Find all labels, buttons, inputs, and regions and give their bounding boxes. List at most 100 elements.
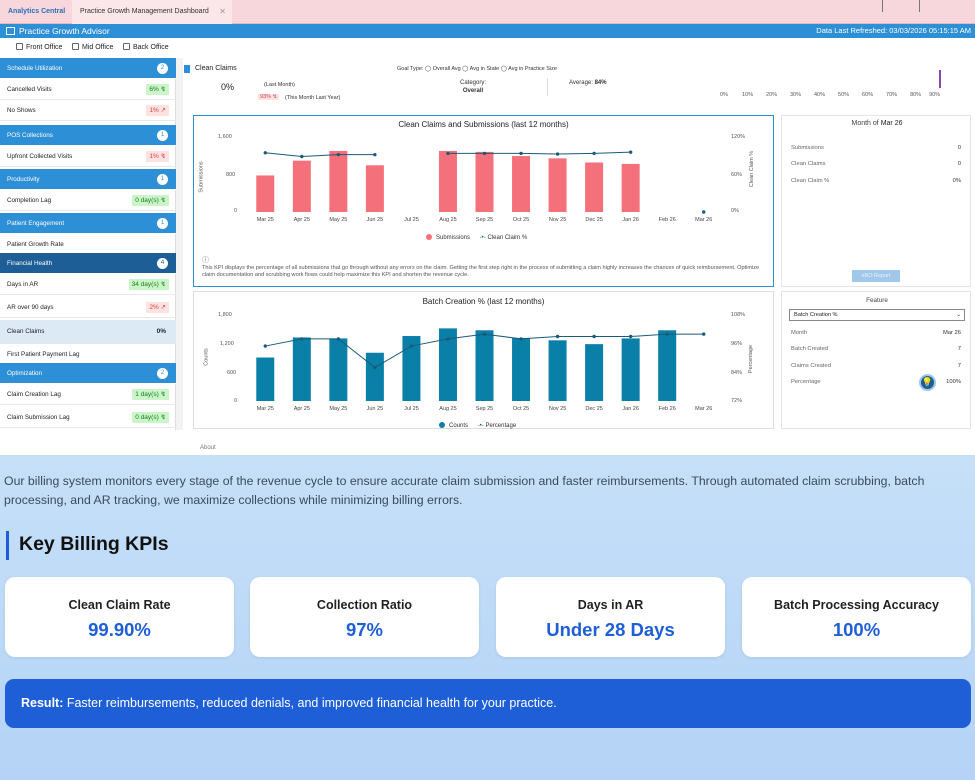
office-filter-bar: Front Office Mid Office Back Office [0, 38, 975, 58]
y2-axis-label: Clean Claim % [749, 150, 756, 188]
checkbox-icon[interactable] [16, 43, 23, 50]
sidebar-item-claim-submission-lag[interactable]: Claim Submission Lag 0 day(s) ↯ [0, 407, 176, 428]
kpi-value-badge: 1 day(s) ↯ [132, 389, 169, 400]
goal-option-overall-avg[interactable]: ◯ Overall Avg [425, 66, 461, 72]
sidebar-section-financial-health[interactable]: Financial Health 4 [0, 253, 176, 274]
checkbox-icon[interactable] [72, 43, 79, 50]
sidebar-section-pos-collections[interactable]: POS Collections 1 [0, 125, 176, 146]
legend-label: Submissions [436, 235, 471, 241]
chart-title: Clean Claims and Submissions (last 12 mo… [398, 120, 569, 129]
sidebar-item-claim-creation-lag[interactable]: Claim Creation Lag 1 day(s) ↯ [0, 384, 176, 405]
count-badge: 1 [157, 218, 168, 229]
sidebar-item-upfront-collected-visits[interactable]: Upfront Collected Visits 1% ↯ [0, 146, 176, 167]
sidebar-item-completion-lag[interactable]: Completion Lag 0 day(s) ↯ [0, 190, 176, 211]
key-kpis-heading: Key Billing KPIs [19, 533, 169, 555]
sidebar-item-cancelled-visits[interactable]: Cancelled Visits 6% ↯ [0, 79, 176, 100]
y-tick: 1,200 [220, 341, 234, 347]
category-value: Overall [462, 88, 484, 94]
legend-item-counts[interactable]: Counts [439, 422, 468, 429]
ebo-report-button[interactable]: eBO Report [852, 270, 900, 282]
legend-item-clean-claim-pct[interactable]: -•- Clean Claim % [480, 235, 527, 241]
close-icon[interactable]: ✕ [219, 7, 226, 16]
detail-label: Claims Created [791, 363, 831, 369]
line-legend-icon: -•- [479, 235, 486, 241]
sidebar-item-no-shows[interactable]: No Shows 1% ↗ [0, 100, 176, 121]
scale-tick: 70% [886, 92, 898, 98]
sidebar-item-ar-over-90-days[interactable]: AR over 90 days 2% ↗ [0, 297, 176, 318]
y-tick: 600 [227, 370, 237, 376]
bar [658, 330, 677, 401]
count-badge: 4 [157, 258, 168, 269]
dashboard-logo-icon [6, 27, 15, 35]
section-title: Schedule Utilization [7, 65, 63, 72]
collapse-toggle-icon[interactable] [184, 65, 190, 73]
feature-detail-panel: Feature Batch Creation % ⌄ Month Mar 26 B… [781, 291, 971, 429]
filter-mid-office[interactable]: Mid Office [72, 38, 113, 58]
sidebar-section-patient-engagement[interactable]: Patient Engagement 1 [0, 213, 176, 234]
y-tick: 800 [226, 172, 236, 178]
goal-option-avg-practice-size[interactable]: ◯ Avg in Practice Size [500, 66, 557, 72]
bar [585, 162, 604, 212]
filter-front-office[interactable]: Front Office [16, 38, 62, 58]
lightbulb-icon[interactable]: 💡 [919, 374, 936, 391]
x-tick-label: Sep 25 [476, 217, 493, 223]
goal-type-row: Goal Type: ◯ Overall Avg ◯ Avg in State … [397, 66, 557, 72]
goal-option-avg-in-state[interactable]: ◯ Avg in State [462, 66, 500, 72]
sidebar-item-patient-growth-rate[interactable]: Patient Growth Rate [0, 234, 176, 255]
sidebar-item-days-in-ar[interactable]: Days in AR 34 day(s) ↯ [0, 274, 176, 295]
info-icon[interactable]: ⓘ [202, 257, 209, 264]
x-tick-label: Apr 25 [294, 217, 310, 223]
collapse-gutter [176, 58, 183, 430]
x-tick-label: Feb 26 [659, 217, 676, 223]
kpi-sidebar: Schedule Utilization 2 Cancelled Visits 6%… [0, 58, 176, 430]
last-year-label: (This Month Last Year) [285, 95, 341, 101]
line-point [702, 210, 706, 214]
divider [882, 0, 883, 12]
legend-label: Percentage [485, 423, 517, 429]
line-point [482, 151, 487, 156]
detail-value: 0% [952, 178, 961, 184]
sidebar-section-productivity[interactable]: Productivity 1 [0, 169, 176, 190]
line-point [263, 344, 267, 348]
sidebar-item-label: AR over 90 days [7, 304, 54, 311]
bar [329, 150, 348, 212]
select-value: Batch Creation % [794, 312, 838, 318]
chevron-down-icon: ⌄ [956, 312, 961, 318]
result-banner: Result: Faster reimbursements, reduced d… [5, 679, 971, 728]
series-line [265, 152, 375, 158]
x-tick-label: Jan 26 [622, 217, 639, 223]
divider [919, 0, 920, 12]
feature-select[interactable]: Batch Creation % ⌄ [789, 309, 965, 321]
tab-practice-growth-dashboard[interactable]: Practice Growth Management Dashboard ✕ [72, 0, 232, 24]
chart-legend: Counts -•- Percentage [439, 422, 516, 429]
bar [256, 357, 275, 401]
app-title-bar: Practice Growth Advisor Data Last Refres… [0, 24, 975, 38]
option-label: Avg in Practice Size [508, 66, 557, 72]
legend-item-percentage[interactable]: -•- Percentage [478, 423, 516, 429]
filter-label: Mid Office [82, 44, 114, 51]
bar [256, 175, 275, 212]
x-tick-label: Sep 25 [476, 406, 493, 412]
x-tick-label: Nov 25 [549, 406, 566, 412]
line-point [409, 344, 414, 348]
legend-swatch [439, 422, 445, 428]
legend-item-submissions[interactable]: Submissions [426, 234, 471, 241]
sidebar-item-label: Cancelled Visits [7, 86, 52, 93]
kpi-card-label: Clean Claim Rate [68, 598, 171, 612]
bar [512, 156, 531, 212]
x-tick-label: Mar 26 [695, 217, 712, 223]
clean-claims-chart: Mar 25 Apr 25 May 25 Jun 25 Jul 25 Aug 25 Sep … [256, 150, 712, 223]
filter-back-office[interactable]: Back Office [123, 38, 169, 58]
sidebar-section-schedule-utilization[interactable]: Schedule Utilization 2 [0, 58, 176, 79]
average-label: Average: [569, 80, 593, 86]
y2-tick: 108% [731, 312, 746, 318]
batch-creation-chart-card: Batch Creation % (last 12 months) Mar 25… [193, 291, 774, 429]
bar [621, 338, 640, 401]
sidebar-item-clean-claims[interactable]: Clean Claims 0% [0, 320, 176, 344]
sidebar-section-optimization[interactable]: Optimization 2 [0, 363, 176, 384]
kpi-card-days-in-ar: Days in AR Under 28 Days [496, 577, 725, 657]
checkbox-icon[interactable] [123, 43, 130, 50]
detail-label: Submissions [791, 145, 824, 151]
bar [548, 158, 567, 212]
tab-analytics-central[interactable]: Analytics Central [8, 8, 66, 15]
